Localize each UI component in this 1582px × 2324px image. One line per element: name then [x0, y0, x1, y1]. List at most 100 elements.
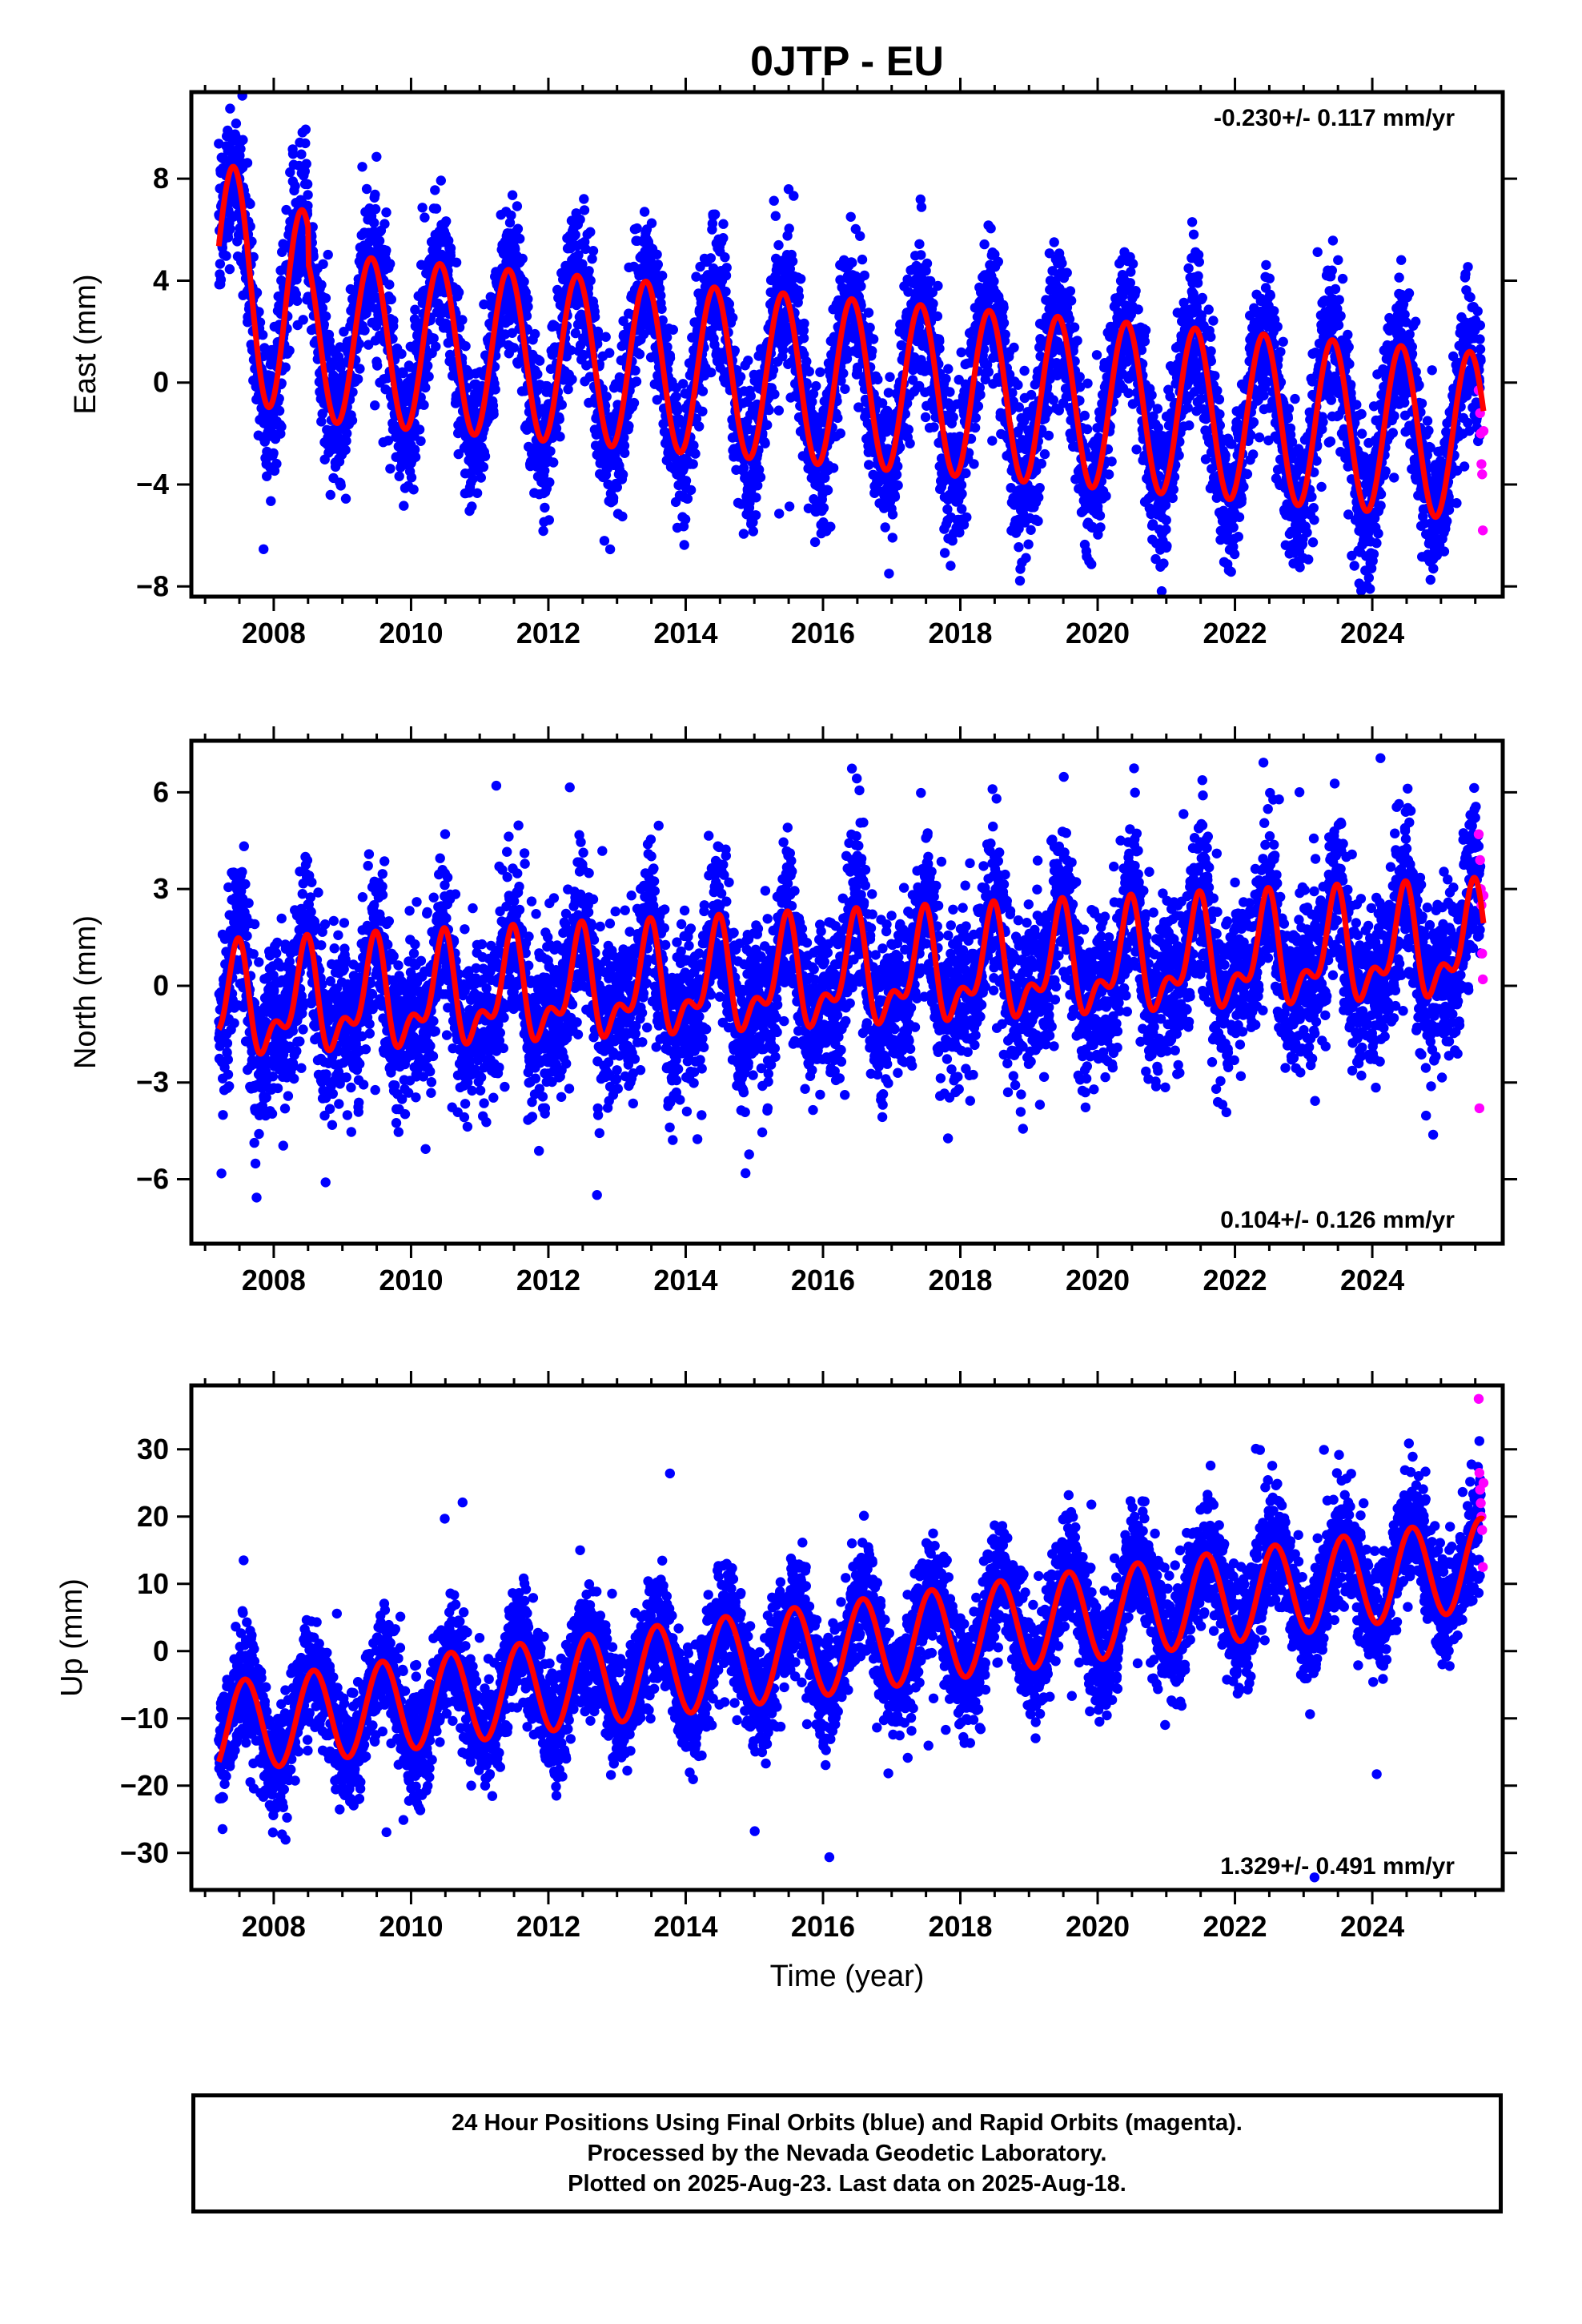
final-orbit-point — [630, 365, 640, 376]
final-orbit-point — [507, 190, 518, 200]
final-orbit-point — [1036, 458, 1047, 469]
final-orbit-point — [1086, 559, 1097, 569]
final-orbit-point — [838, 368, 849, 379]
final-orbit-point — [445, 243, 456, 254]
final-orbit-point — [916, 202, 927, 212]
final-orbit-point — [355, 364, 365, 374]
final-orbit-point — [989, 276, 999, 287]
final-orbit-point — [847, 257, 857, 268]
final-orbit-point — [721, 286, 731, 297]
final-orbit-point — [815, 367, 825, 377]
final-orbit-point — [579, 350, 589, 360]
final-orbit-point — [370, 203, 381, 215]
final-orbit-point — [865, 322, 875, 333]
final-orbit-point — [214, 139, 224, 149]
final-orbit-point — [1066, 296, 1077, 306]
final-orbit-point — [774, 509, 785, 519]
final-orbit-point — [374, 235, 385, 246]
final-orbit-point — [556, 400, 567, 410]
final-orbit-point — [619, 440, 630, 451]
final-orbit-point — [444, 349, 456, 360]
final-orbit-point — [303, 200, 313, 211]
final-orbit-point — [593, 332, 604, 343]
final-orbit-point — [743, 356, 753, 366]
final-orbit-point — [1009, 342, 1019, 353]
final-orbit-point — [238, 135, 248, 145]
final-orbit-point — [889, 492, 901, 502]
final-orbit-point — [751, 493, 761, 503]
final-orbit-point — [665, 352, 676, 364]
final-orbit-point — [398, 368, 408, 379]
final-orbit-point — [748, 526, 758, 537]
final-orbit-point — [1049, 237, 1059, 247]
final-orbit-point — [573, 250, 584, 260]
final-orbit-point — [347, 415, 358, 426]
final-orbit-point — [1091, 350, 1102, 360]
final-orbit-point — [855, 231, 865, 241]
final-orbit-point — [750, 510, 761, 521]
final-orbit-point — [342, 428, 352, 439]
final-orbit-point — [620, 448, 630, 458]
final-orbit-point — [929, 422, 939, 432]
final-orbit-point — [565, 345, 576, 356]
final-orbit-point — [318, 259, 328, 269]
final-orbit-point — [1127, 259, 1138, 269]
final-orbit-point — [656, 304, 667, 314]
final-orbit-point — [496, 337, 506, 348]
final-orbit-point — [652, 259, 663, 270]
final-orbit-point — [639, 207, 650, 217]
final-orbit-point — [934, 344, 945, 354]
final-orbit-point — [1103, 469, 1114, 480]
final-orbit-point — [478, 461, 489, 472]
final-orbit-point — [864, 460, 874, 470]
final-orbit-point — [296, 149, 307, 159]
final-orbit-point — [678, 379, 689, 389]
final-orbit-point — [956, 347, 966, 358]
final-orbit-point — [340, 493, 351, 504]
final-orbit-point — [933, 280, 943, 292]
final-orbit-point — [905, 438, 915, 448]
final-orbit-point — [551, 423, 562, 434]
final-orbit-point — [292, 296, 303, 306]
final-orbit-point — [259, 544, 269, 554]
final-orbit-point — [624, 420, 634, 432]
final-orbit-point — [370, 189, 380, 200]
final-orbit-point — [697, 386, 709, 396]
final-orbit-point — [274, 405, 285, 416]
final-orbit-point — [258, 330, 268, 340]
final-orbit-point — [1033, 516, 1043, 526]
final-orbit-point — [224, 263, 235, 275]
final-orbit-point — [215, 259, 226, 269]
final-orbit-point — [545, 446, 556, 456]
final-orbit-point — [1014, 402, 1025, 412]
final-orbit-point — [680, 514, 691, 525]
final-orbit-point — [298, 315, 308, 325]
final-orbit-point — [939, 548, 950, 558]
final-orbit-point — [998, 318, 1010, 328]
final-orbit-point — [371, 151, 382, 162]
final-orbit-point — [242, 158, 253, 168]
final-orbit-point — [1065, 286, 1076, 296]
final-orbits-points-east — [214, 92, 1486, 597]
final-orbit-point — [970, 422, 981, 433]
final-orbit-point — [414, 424, 425, 435]
final-orbit-point — [818, 503, 829, 513]
final-orbit-point — [1000, 329, 1010, 340]
final-orbit-point — [694, 421, 705, 432]
final-orbit-point — [845, 211, 856, 222]
final-orbit-point — [728, 312, 738, 323]
final-orbit-point — [857, 254, 868, 265]
final-orbit-point — [519, 276, 529, 287]
final-orbit-point — [969, 459, 979, 469]
final-orbit-point — [948, 412, 958, 423]
final-orbit-point — [223, 232, 234, 243]
final-orbit-point — [386, 294, 396, 305]
final-orbit-point — [932, 311, 943, 322]
final-orbit-point — [631, 376, 642, 387]
final-orbit-point — [673, 405, 683, 416]
final-orbit-point — [517, 253, 528, 264]
final-orbit-point — [689, 440, 699, 451]
final-orbit-point — [584, 266, 594, 276]
final-orbit-point — [266, 496, 276, 506]
final-orbit-point — [579, 205, 590, 215]
